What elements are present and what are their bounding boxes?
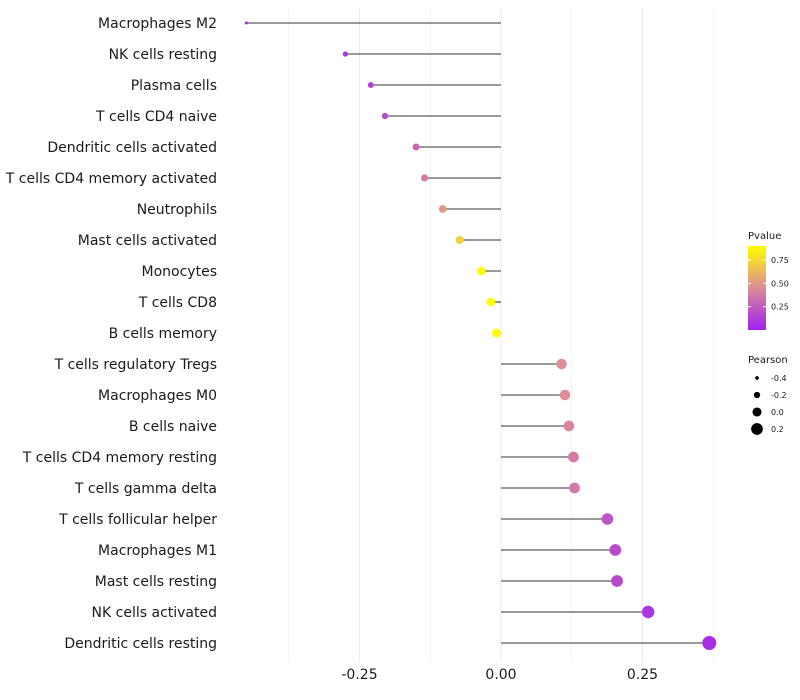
lollipop-dot — [563, 420, 575, 432]
x-tick-label: -0.25 — [341, 667, 377, 683]
lollipop-dot — [641, 605, 655, 619]
y-tick-label: T cells CD4 memory activated — [5, 171, 217, 187]
x-tick-label: 0.00 — [485, 667, 516, 683]
lollipop-dot — [556, 358, 567, 370]
y-tick-label: Mast cells resting — [95, 574, 217, 590]
pvalue-legend-title: Pvalue — [748, 231, 781, 242]
lollipop-dot — [568, 451, 579, 463]
size-key-dot — [751, 423, 763, 435]
y-tick-label: Macrophages M1 — [98, 543, 217, 559]
colorbar-tick-label: 0.75 — [771, 256, 789, 265]
y-tick-label: T cells follicular helper — [58, 512, 217, 528]
lollipop-dot — [381, 112, 389, 120]
y-tick-label: Mast cells activated — [78, 233, 217, 249]
lollipop-dot — [244, 21, 248, 25]
size-key-dot — [753, 391, 761, 399]
y-tick-label: T cells gamma delta — [74, 481, 217, 497]
pearson-legend-title: Pearson — [748, 355, 788, 366]
y-tick-label: T cells regulatory Tregs — [54, 357, 217, 373]
lollipop-dot — [611, 575, 623, 587]
x-tick-label: 0.25 — [627, 667, 658, 683]
y-tick-label: Plasma cells — [131, 78, 217, 94]
pvalue-legend: Pvalue 0.25 0.50 0.75 — [748, 231, 789, 330]
lollipop-dot — [609, 544, 622, 556]
lollipop-dot — [476, 266, 486, 276]
y-tick-label: T cells CD8 — [138, 295, 217, 311]
lollipop-dot — [412, 143, 420, 151]
y-tick-label: Macrophages M2 — [98, 16, 217, 32]
y-tick-label: T cells CD4 memory resting — [22, 450, 217, 466]
lollipop-dot — [601, 513, 614, 525]
lollipop-dot — [702, 636, 717, 650]
y-tick-label: Dendritic cells resting — [64, 636, 217, 652]
lollipop-dot — [569, 482, 580, 494]
y-tick-label: B cells memory — [109, 326, 217, 342]
lollipop-dot — [559, 389, 571, 401]
y-tick-label: NK cells activated — [92, 605, 217, 621]
y-tick-label: Neutrophils — [137, 202, 217, 218]
size-key-dot — [752, 407, 762, 417]
colorbar-tick-label: 0.25 — [771, 303, 789, 312]
lollipop-dot — [492, 328, 501, 338]
lollipop-dot — [342, 51, 349, 57]
size-key-label: 0.0 — [771, 408, 784, 417]
lollipop-dots — [244, 21, 717, 650]
y-tick-label: Macrophages M0 — [98, 388, 217, 404]
lollipop-stems — [246, 22, 710, 644]
y-axis-labels: Macrophages M2 NK cells resting Plasma cel… — [5, 16, 217, 652]
grid-lines — [288, 8, 714, 662]
pearson-legend: Pearson -0.4 -0.2 0.0 0.2 — [748, 355, 788, 435]
lollipop-dot — [455, 235, 464, 245]
y-tick-label: T cells CD4 naive — [95, 109, 217, 125]
x-axis-labels: -0.25 0.00 0.25 — [341, 667, 658, 683]
y-tick-label: B cells naive — [129, 419, 217, 435]
pvalue-colorbar — [748, 246, 766, 330]
y-tick-label: Monocytes — [142, 264, 217, 280]
size-key-label: -0.2 — [771, 391, 787, 400]
colorbar-tick-label: 0.50 — [771, 279, 789, 288]
y-tick-label: Dendritic cells activated — [47, 140, 217, 156]
size-key-dot — [755, 376, 759, 380]
y-tick-label: NK cells resting — [109, 47, 217, 63]
lollipop-dot — [486, 297, 496, 307]
lollipop-dot — [367, 82, 374, 88]
lollipop-dot — [420, 174, 429, 182]
size-key-label: 0.2 — [771, 425, 784, 434]
lollipop-dot — [438, 205, 447, 213]
size-key-label: -0.4 — [771, 374, 787, 383]
